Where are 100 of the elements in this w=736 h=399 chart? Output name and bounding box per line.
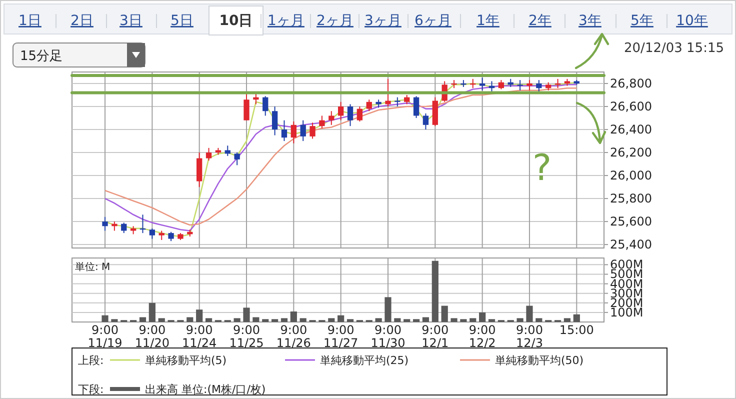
text: 2ヶ月 (316, 13, 354, 29)
x-tick-label: 9:00 11/19 (88, 323, 122, 350)
bar (148, 302, 156, 322)
bar (205, 318, 212, 322)
y-tick-label: 26,800 (610, 76, 652, 91)
x-tick-label: 9:00 12/3 (516, 323, 543, 350)
text: 2年 (528, 13, 552, 29)
candlestick (338, 101, 344, 121)
y-tick-label: 26,200 (610, 146, 652, 160)
text: 1年 (476, 13, 500, 29)
legend-label: 単純移動平均(50) (495, 354, 584, 367)
text: 6ヶ月 (414, 13, 452, 29)
legend-title: 上段: (78, 354, 104, 367)
bar (432, 260, 438, 322)
candlestick (319, 115, 325, 129)
bar (111, 319, 118, 322)
annotation: ? (532, 148, 552, 189)
bar (573, 314, 580, 322)
text: 2日 (70, 13, 94, 29)
candlestick (526, 80, 532, 91)
x-tick-label: 9:00 11/30 (370, 323, 406, 350)
candlestick (404, 94, 410, 105)
bar (102, 315, 108, 322)
text: 3ヶ月 (364, 13, 402, 29)
bar (252, 317, 260, 322)
x-tick-label: 9:00 11/26 (276, 323, 311, 350)
text: 5年 (630, 13, 654, 29)
bar (441, 306, 448, 322)
legend-label: 単純移動平均(25) (320, 354, 409, 367)
candlestick (300, 120, 306, 142)
bar (460, 319, 467, 322)
bar (300, 318, 306, 322)
candlestick (112, 221, 118, 232)
candlestick (168, 231, 174, 242)
candlestick (310, 122, 316, 140)
candlestick (517, 80, 523, 91)
text: 10年 (676, 13, 708, 29)
bar (338, 315, 344, 322)
annotation: 単位: M (75, 261, 110, 273)
candlestick (356, 106, 363, 122)
x-tick-label: 9:00 11/20 (134, 323, 170, 350)
bar (243, 308, 250, 322)
y-tick-label: 26,600 (610, 100, 652, 114)
bar (272, 319, 278, 322)
candlestick (102, 216, 108, 232)
bar (516, 318, 524, 322)
candlestick (413, 96, 420, 119)
candlestick (121, 222, 127, 234)
candlestick (158, 230, 164, 240)
candlestick (262, 96, 268, 116)
candlestick (281, 120, 288, 142)
candlestick (536, 80, 542, 92)
candlestick (272, 106, 278, 136)
bar (564, 318, 571, 322)
bar (346, 319, 354, 322)
candlestick (206, 147, 212, 162)
text: 5日 (170, 13, 194, 29)
candlestick (347, 104, 354, 127)
candlestick (479, 77, 486, 91)
bar (262, 319, 269, 322)
bar (470, 318, 476, 322)
bar (488, 319, 496, 322)
candlestick (366, 99, 372, 112)
candlestick (244, 93, 250, 121)
candlestick (422, 112, 429, 130)
bar (479, 312, 486, 322)
text: 3日 (120, 13, 142, 29)
text: 1ヶ月 (268, 13, 304, 29)
candlestick (234, 152, 240, 166)
y-tick-label: 26,000 (610, 168, 652, 183)
text: 3年 (578, 13, 602, 29)
candlestick (498, 80, 504, 90)
y-tick-label: 26,400 (610, 122, 652, 137)
x-tick-label: 9:00 11/27 (324, 323, 358, 350)
candlestick (328, 110, 334, 126)
text: 10日 (219, 13, 253, 29)
bar (536, 318, 542, 322)
candlestick (290, 120, 296, 144)
bar (412, 319, 420, 322)
text: 20/12/03 15:15 (624, 41, 724, 56)
text: 1日 (18, 13, 42, 29)
bar (384, 297, 392, 322)
y-tick-label: 25,800 (610, 192, 652, 206)
bar (234, 318, 240, 322)
candlestick (149, 228, 156, 240)
legend-label: 単純移動平均(5) (145, 354, 227, 367)
text: 15分足 (20, 49, 63, 64)
x-tick-label: 15:00 (559, 323, 594, 337)
candlestick (385, 78, 391, 108)
candlestick (253, 92, 259, 105)
x-tick-label: 9:00 12/1 (422, 323, 449, 350)
bar (290, 311, 297, 322)
bar (422, 317, 430, 322)
bar (526, 306, 533, 322)
legend-title: 下段: (78, 383, 104, 396)
y-tick-label: 25,400 (610, 238, 652, 252)
candlestick (394, 96, 400, 108)
candlestick (196, 152, 202, 188)
y-tick-label: 25,600 (610, 214, 652, 229)
bar (280, 318, 288, 322)
